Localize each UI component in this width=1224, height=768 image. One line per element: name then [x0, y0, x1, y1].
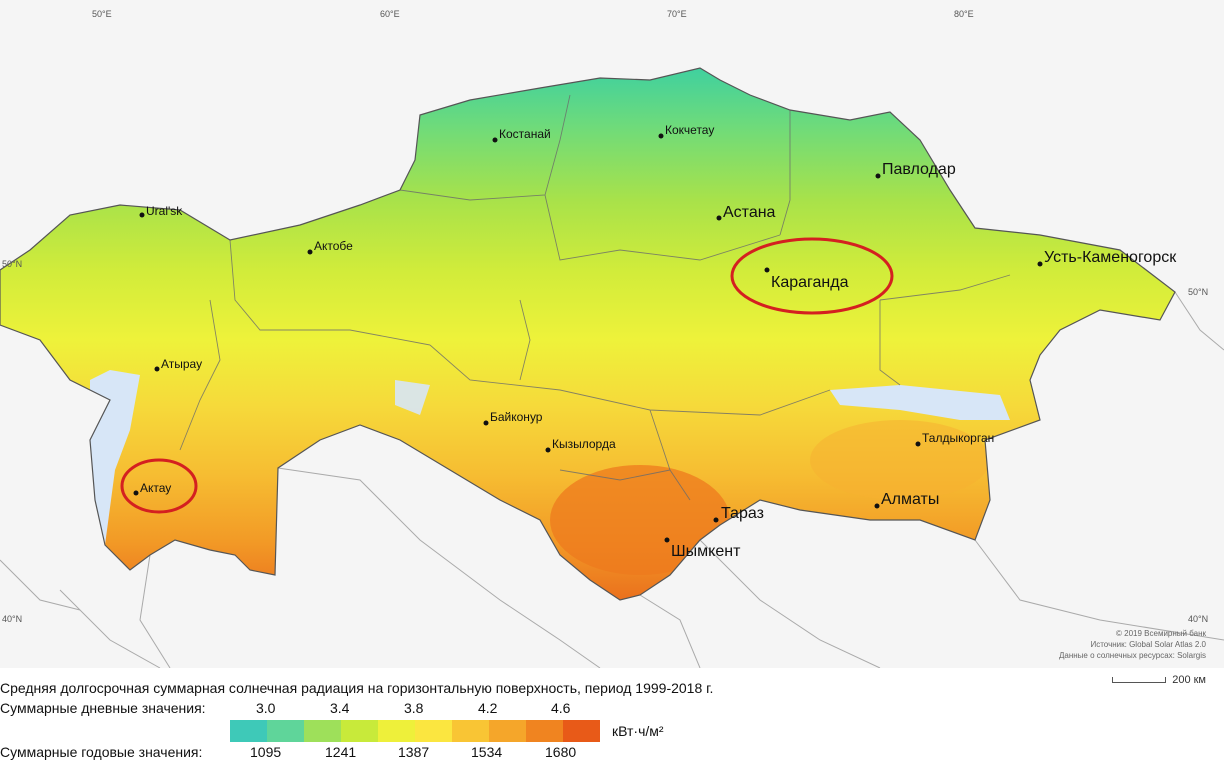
- daily-value: 4.6: [551, 700, 571, 716]
- city-label: Алматы: [881, 491, 939, 508]
- lon-label: 80°E: [954, 9, 974, 19]
- daily-value: 3.8: [404, 700, 424, 716]
- city-dot: [307, 249, 313, 255]
- city-dot: [664, 537, 670, 543]
- city-label: Байконур: [490, 410, 543, 424]
- annual-value: 1241: [325, 744, 357, 760]
- lon-label: 50°E: [92, 9, 112, 19]
- city-dot: [875, 173, 881, 179]
- daily-label: Суммарные дневные значения:: [0, 700, 206, 716]
- city-label: Кокчетау: [665, 123, 714, 137]
- graticule: 50°E 60°E 70°E 80°E 50°N 40°N 50°N 40°N: [2, 9, 1208, 624]
- city-label: Шымкент: [671, 543, 741, 560]
- highlight-circles: [120, 237, 894, 514]
- highlight-aktau: [120, 458, 198, 514]
- city-dot: [716, 215, 722, 221]
- city-label: Костанай: [499, 127, 551, 141]
- unit-label: кВт·ч/м²: [612, 723, 664, 739]
- lat-label: 40°N: [1188, 614, 1208, 624]
- city-dot: [713, 517, 719, 523]
- annual-label: Суммарные годовые значения:: [0, 744, 203, 760]
- city-label: Талдыкорган: [922, 431, 994, 445]
- map-credit: Источник: Global Solar Atlas 2.0: [1090, 640, 1206, 649]
- city-label: Тараз: [721, 505, 764, 522]
- city-dot: [154, 366, 160, 372]
- map-credit: © 2019 Всемирный банк: [1116, 629, 1206, 638]
- daily-value: 3.4: [330, 700, 350, 716]
- lat-label: 50°N: [2, 259, 22, 269]
- annual-value: 1680: [545, 744, 577, 760]
- lat-label: 50°N: [1188, 287, 1208, 297]
- color-swatch: [415, 720, 452, 742]
- annual-value: 1387: [398, 744, 430, 760]
- city-label: Актобе: [314, 239, 353, 253]
- scale-bar-line: [1112, 677, 1167, 683]
- radiation-fill: [0, 68, 1175, 600]
- city-dot: [1037, 261, 1043, 267]
- city-label: Атырау: [161, 357, 202, 371]
- lat-label: 40°N: [2, 614, 22, 624]
- city-label: Астана: [723, 204, 776, 221]
- city-label: Кызылорда: [552, 437, 616, 451]
- city-label: Ural'sk: [146, 204, 183, 218]
- color-swatch: [452, 720, 489, 742]
- color-swatch: [378, 720, 415, 742]
- region-borders: [179, 94, 1011, 501]
- map-credit: Данные о солнечных ресурсах: Solargis: [1058, 651, 1206, 660]
- color-swatch: [267, 720, 304, 742]
- color-swatch: [489, 720, 526, 742]
- color-swatch: [526, 720, 563, 742]
- city-dot: [545, 447, 551, 453]
- color-swatch: [304, 720, 341, 742]
- city-label: Актау: [140, 481, 171, 495]
- city-dot: [139, 212, 145, 218]
- legend-title: Средняя долгосрочная суммарная солнечная…: [0, 680, 714, 696]
- city-label: Караганда: [771, 274, 849, 291]
- city-dot: [133, 490, 139, 496]
- lon-label: 60°E: [380, 9, 400, 19]
- country-outline: [0, 67, 1176, 601]
- city-dot: [492, 137, 498, 143]
- city-label: Усть-Каменогорск: [1044, 249, 1177, 266]
- city-markers: Костанай Кокчетау Павлодар Астана Ural's…: [133, 123, 1177, 560]
- city-dot: [658, 133, 664, 139]
- scale-label: 200 км: [1172, 674, 1206, 686]
- city-dot: [915, 441, 921, 447]
- daily-value: 3.0: [256, 700, 276, 716]
- city-label: Павлодар: [882, 161, 956, 178]
- solar-map: 50°E 60°E 70°E 80°E 50°N 40°N 50°N 40°N …: [0, 9, 1224, 668]
- map-legend: 200 км Средняя долгосрочная суммарная со…: [0, 668, 1224, 768]
- color-swatch: [341, 720, 378, 742]
- annual-value: 1534: [471, 744, 503, 760]
- city-dot: [483, 420, 489, 426]
- annual-value: 1095: [250, 744, 282, 760]
- map-canvas: 50°E 60°E 70°E 80°E 50°N 40°N 50°N 40°N …: [0, 9, 1224, 668]
- color-swatch: [563, 720, 600, 742]
- city-dot: [874, 503, 880, 509]
- highlight-karaganda: [730, 237, 894, 315]
- city-dot: [764, 267, 770, 273]
- lon-label: 70°E: [667, 9, 687, 19]
- daily-value: 4.2: [478, 700, 498, 716]
- color-swatch: [230, 720, 267, 742]
- neighbor-borders: [0, 291, 1224, 668]
- scale-bar: 200 км: [1112, 674, 1206, 686]
